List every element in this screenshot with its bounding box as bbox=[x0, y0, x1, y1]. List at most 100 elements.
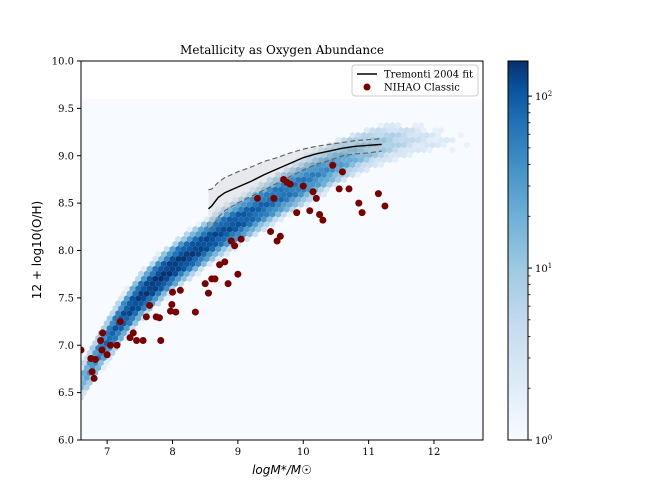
hexbin-cell-129 bbox=[346, 156, 353, 164]
hexbin-cell-403 bbox=[212, 250, 219, 258]
hexbin-cell-55 bbox=[443, 136, 450, 144]
hexbin-cell-314 bbox=[195, 221, 202, 228]
nihao-point-38 bbox=[253, 194, 261, 202]
hexbin-cell-50 bbox=[415, 136, 422, 144]
hexbin-cell-374 bbox=[206, 240, 213, 248]
hexbin-cell-588 bbox=[81, 384, 84, 391]
hexbin-cell-547 bbox=[112, 334, 119, 342]
hexbin-cell-268 bbox=[292, 201, 299, 208]
tremonti-fit-line bbox=[208, 143, 382, 210]
hexbin-cell-26 bbox=[389, 131, 396, 139]
hexbin-cell-368 bbox=[172, 240, 179, 248]
hexbin-cell-138 bbox=[292, 161, 299, 169]
hexbin-cell-91 bbox=[381, 146, 387, 154]
hexbin-cell-447 bbox=[178, 270, 184, 278]
hexbin-cell-369 bbox=[178, 240, 184, 248]
hexbin-cell-104 bbox=[321, 151, 327, 159]
hexbin-cell-355 bbox=[175, 235, 182, 243]
hexbin-cell-300 bbox=[203, 216, 210, 223]
hexbin-cell-131 bbox=[358, 156, 364, 164]
nihao-point-5 bbox=[97, 337, 105, 345]
hexbin-cell-453 bbox=[146, 275, 153, 283]
hexbin-cell-308 bbox=[249, 216, 256, 223]
nihao-point-36 bbox=[234, 270, 242, 278]
hexbin-cell-419 bbox=[155, 260, 162, 268]
hexbin-cell-226 bbox=[241, 191, 247, 198]
hexbin-cell-318 bbox=[218, 221, 224, 228]
hexbin-cell-408 bbox=[163, 255, 170, 263]
hexbin-cell-421 bbox=[166, 260, 173, 268]
hexbin-cell-444 bbox=[161, 270, 167, 278]
hexbin-cell-527 bbox=[109, 320, 116, 327]
y-tick-label-1: 6.5 bbox=[58, 388, 74, 399]
hexbin-cell-17 bbox=[432, 127, 439, 134]
nihao-point-54 bbox=[335, 185, 343, 193]
hexbin-cell-340 bbox=[255, 226, 262, 233]
hexbin-cell-29 bbox=[406, 131, 413, 139]
hexbin-cell-154 bbox=[283, 166, 290, 174]
hexbin-cell-496 bbox=[163, 295, 170, 302]
hexbin-cell-161 bbox=[323, 166, 330, 174]
hexbin-cell-471 bbox=[129, 285, 136, 292]
nihao-point-23 bbox=[169, 288, 177, 296]
nihao-point-33 bbox=[224, 280, 232, 288]
hexbin-cell-404 bbox=[218, 250, 224, 258]
nihao-point-9 bbox=[106, 341, 114, 349]
nihao-point-57 bbox=[355, 199, 363, 207]
hexbin-cell-148 bbox=[349, 161, 356, 169]
nihao-point-49 bbox=[309, 188, 317, 196]
hexbin-cell-346 bbox=[206, 230, 213, 238]
hexbin-cell-520 bbox=[112, 315, 119, 322]
hexbin-cell-434 bbox=[169, 265, 176, 273]
hexbin-cell-249 bbox=[278, 196, 284, 203]
hexbin-cell-159 bbox=[312, 166, 319, 174]
hexbin-cell-465 bbox=[155, 280, 162, 288]
hexbin-cell-257 bbox=[229, 201, 236, 208]
hexbin-cell-494 bbox=[152, 295, 159, 302]
hexbin-cell-167 bbox=[358, 166, 364, 174]
hexbin-cell-213 bbox=[255, 186, 262, 193]
hexbin-cell-470 bbox=[123, 285, 130, 292]
hexbin-cell-11 bbox=[392, 127, 399, 134]
hexbin-cell-105 bbox=[326, 151, 333, 159]
hexbin-cell-356 bbox=[181, 235, 187, 243]
hexbin-cell-44 bbox=[381, 136, 387, 144]
hexbin-cell-280 bbox=[266, 206, 273, 213]
hexbin-cell-0 bbox=[378, 122, 384, 129]
hexbin-cell-67 bbox=[383, 141, 390, 149]
hexbin-cell-261 bbox=[252, 201, 259, 208]
hexbin-cell-200 bbox=[269, 181, 276, 189]
hexbin-cell-313 bbox=[278, 216, 284, 223]
hexbin-cell-217 bbox=[278, 186, 284, 193]
hexbin-cell-264 bbox=[269, 201, 276, 208]
hexbin-cell-386 bbox=[198, 245, 204, 253]
hexbin-cell-9 bbox=[381, 127, 387, 134]
hexbin-cell-307 bbox=[243, 216, 250, 223]
hexbin-cell-555 bbox=[89, 344, 96, 352]
hexbin-cell-445 bbox=[166, 270, 173, 278]
hexbin-cell-367 bbox=[243, 235, 250, 243]
hexbin-cell-232 bbox=[275, 191, 282, 198]
hexbin-cell-512 bbox=[109, 310, 116, 317]
hexbin-cell-550 bbox=[92, 339, 99, 347]
hexbin-cell-472 bbox=[135, 285, 142, 292]
hexbin-cell-279 bbox=[261, 206, 267, 213]
hexbin-cell-382 bbox=[175, 245, 182, 253]
hexbin-cell-402 bbox=[206, 250, 213, 258]
hexbin-cell-288 bbox=[223, 211, 230, 218]
hexbin-cell-309 bbox=[255, 216, 262, 223]
hexbin-cell-322 bbox=[241, 221, 247, 228]
hexbin-cell-281 bbox=[272, 206, 279, 213]
hexbin-cell-358 bbox=[192, 235, 199, 243]
hexbin-cell-235 bbox=[292, 191, 299, 198]
hexbin-cell-301 bbox=[209, 216, 216, 223]
hexbin-cell-491 bbox=[135, 295, 142, 302]
hexbin-cell-541 bbox=[115, 329, 122, 337]
hexbin-cell-152 bbox=[372, 161, 379, 169]
hexbin-cell-427 bbox=[201, 260, 207, 268]
nihao-point-6 bbox=[98, 346, 106, 354]
nihao-point-10 bbox=[113, 341, 121, 349]
hexbin-cell-224 bbox=[318, 186, 324, 193]
nihao-point-32 bbox=[221, 258, 229, 266]
hexbin-cell-70 bbox=[401, 141, 407, 149]
